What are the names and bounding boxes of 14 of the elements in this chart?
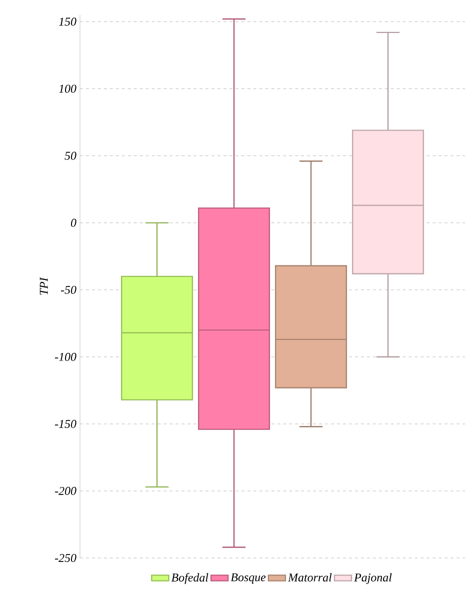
legend-label: Pajonal — [354, 573, 392, 584]
legend-label: Bofedal — [171, 573, 208, 584]
y-tick-label: 150 — [58, 18, 76, 26]
y-tick-label: 50 — [64, 152, 76, 160]
y-tick-label: -100 — [55, 352, 76, 361]
y-tick-label: -50 — [60, 286, 76, 294]
y-axis-title: TPI — [40, 277, 48, 295]
legend-label: Matorral — [288, 573, 332, 582]
y-tick-label: 0 — [70, 218, 76, 227]
legend-label: Bosque — [230, 573, 266, 584]
y-tick-label: 100 — [58, 84, 76, 93]
y-tick-label: -150 — [55, 420, 76, 428]
y-tick-label: -200 — [55, 486, 76, 495]
y-tick-label: -250 — [55, 554, 76, 562]
